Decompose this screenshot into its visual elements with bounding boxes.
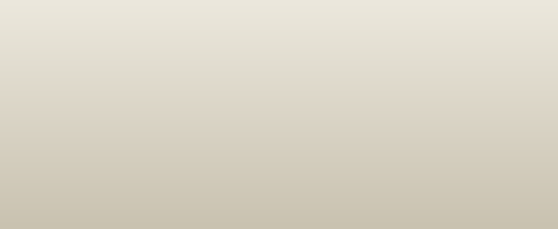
Text: Imagine that a researcher is conducting a paired-samples t test.
She finds that : Imagine that a researcher is conducting … (12, 27, 547, 198)
